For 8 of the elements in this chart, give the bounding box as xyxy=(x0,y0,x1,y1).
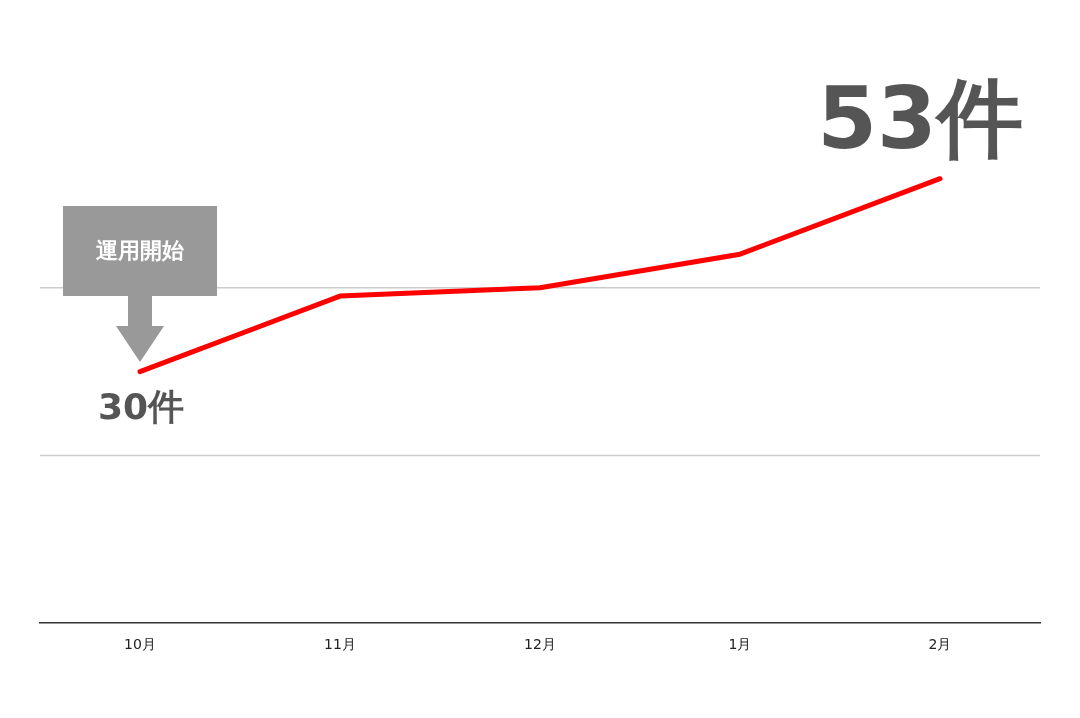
x-tick-label: 2月 xyxy=(928,636,952,653)
annotation: 運用開始 xyxy=(63,205,217,296)
data-label: 53件 xyxy=(817,68,1023,169)
x-tick-label: 10月 xyxy=(124,636,156,653)
x-tick-label: 11月 xyxy=(324,636,356,653)
x-tick-label: 1月 xyxy=(728,636,752,653)
x-tick-label: 12月 xyxy=(524,636,556,653)
data-label: 30件 xyxy=(98,385,185,427)
